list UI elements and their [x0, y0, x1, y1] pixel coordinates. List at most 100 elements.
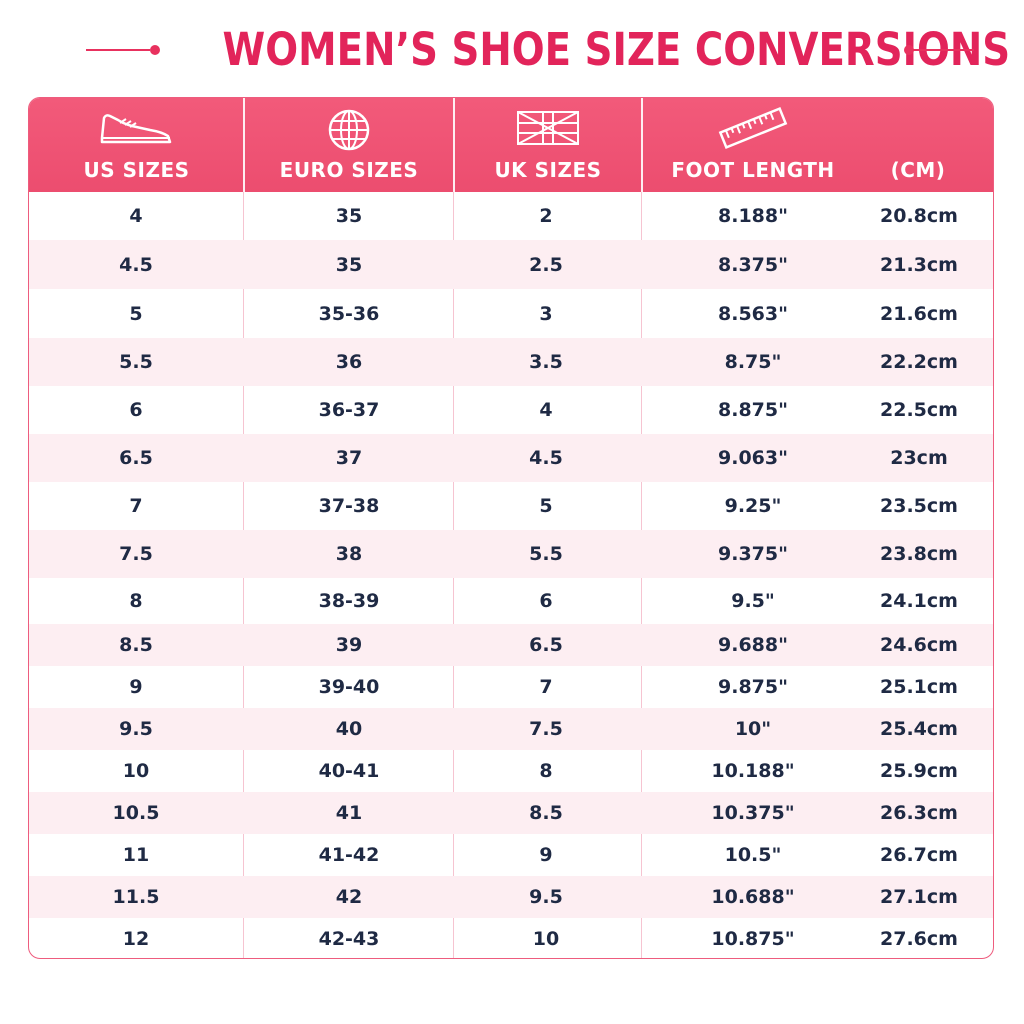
euro-size-cell: 40 — [335, 718, 363, 740]
table-row: 8 38-39 6 9.5" 24.1cm — [29, 578, 993, 624]
foot-length-in-cell: 10.875" — [711, 928, 795, 950]
table-row: 7 37-38 5 9.25" 23.5cm — [29, 482, 993, 530]
uk-size-cell: 5 — [539, 495, 553, 517]
foot-length-cm-cell: 26.3cm — [880, 802, 958, 824]
euro-size-cell: 38-39 — [318, 590, 380, 612]
table-row: 5 35-36 3 8.563" 21.6cm — [29, 289, 993, 338]
uk-size-cell: 5.5 — [529, 543, 563, 565]
table-row: 9 39-40 7 9.875" 25.1cm — [29, 666, 993, 708]
header-uk-sizes: UK SIZES — [455, 98, 641, 192]
uk-size-cell: 6 — [539, 590, 553, 612]
header-label-foot-length: FOOT LENGTH — [671, 158, 835, 182]
euro-size-cell: 35 — [335, 205, 363, 227]
title-rule-left — [86, 49, 150, 51]
table-body: 4 35 2 8.188" 20.8cm 4.5 35 2.5 8.375" 21.3cm 5 35-… — [29, 192, 993, 958]
foot-length-cm-cell: 26.7cm — [880, 844, 958, 866]
us-size-cell: 6 — [129, 399, 143, 421]
ruler-icon — [715, 106, 791, 154]
header-euro-sizes: EURO SIZES — [245, 98, 453, 192]
header-divider — [641, 98, 643, 192]
table-row: 11 41-42 9 10.5" 26.7cm — [29, 834, 993, 876]
us-size-cell: 8 — [129, 590, 143, 612]
table-row: 9.5 40 7.5 10" 25.4cm — [29, 708, 993, 750]
euro-size-cell: 39 — [335, 634, 363, 656]
foot-length-cm-cell: 27.1cm — [880, 886, 958, 908]
us-size-cell: 10.5 — [112, 802, 160, 824]
table-row: 6.5 37 4.5 9.063" 23cm — [29, 434, 993, 482]
us-size-cell: 12 — [122, 928, 150, 950]
us-size-cell: 11 — [122, 844, 150, 866]
foot-length-cm-cell: 25.9cm — [880, 760, 958, 782]
header-us-sizes: US SIZES — [29, 98, 244, 192]
title-dot-right — [904, 45, 914, 55]
foot-length-cm-cell: 27.6cm — [880, 928, 958, 950]
foot-length-in-cell: 8.875" — [718, 399, 788, 421]
uk-size-cell: 9 — [539, 844, 553, 866]
foot-length-in-cell: 9.5" — [731, 590, 775, 612]
euro-size-cell: 37-38 — [318, 495, 380, 517]
foot-length-cm-cell: 23.8cm — [880, 543, 958, 565]
foot-length-in-cell: 8.375" — [718, 253, 788, 276]
foot-length-cm-cell: 25.1cm — [880, 676, 958, 698]
uk-size-cell: 8 — [539, 760, 553, 782]
us-size-cell: 4.5 — [119, 253, 153, 276]
us-size-cell: 8.5 — [119, 634, 153, 656]
foot-length-in-cell: 10.375" — [711, 802, 795, 824]
header-label-cm: (CM) — [890, 158, 946, 182]
size-conversion-table: US SIZES EURO SIZES — [28, 97, 994, 959]
foot-length-cm-cell: 24.6cm — [880, 634, 958, 656]
table-row: 4 35 2 8.188" 20.8cm — [29, 192, 993, 240]
foot-length-in-cell: 10.5" — [724, 844, 782, 866]
us-size-cell: 7 — [129, 495, 143, 517]
foot-length-in-cell: 9.25" — [724, 495, 782, 517]
uk-size-cell: 4 — [539, 399, 553, 421]
table-row: 4.5 35 2.5 8.375" 21.3cm — [29, 240, 993, 289]
us-size-cell: 6.5 — [119, 447, 153, 469]
globe-icon — [325, 108, 373, 156]
foot-length-in-cell: 8.75" — [724, 351, 782, 373]
table-row: 10.5 41 8.5 10.375" 26.3cm — [29, 792, 993, 834]
uk-flag-icon — [516, 108, 580, 152]
us-size-cell: 11.5 — [112, 886, 160, 908]
us-size-cell: 9.5 — [119, 718, 153, 740]
table-row: 12 42-43 10 10.875" 27.6cm — [29, 918, 993, 958]
foot-length-cm-cell: 25.4cm — [880, 718, 958, 740]
euro-size-cell: 39-40 — [318, 676, 380, 698]
uk-size-cell: 3.5 — [529, 351, 563, 373]
foot-length-cm-cell: 21.6cm — [880, 302, 958, 325]
table-row: 6 36-37 4 8.875" 22.5cm — [29, 386, 993, 434]
euro-size-cell: 41-42 — [318, 844, 380, 866]
title-rule-right — [912, 49, 974, 51]
title-dot-left — [150, 45, 160, 55]
title-banner: WOMEN’S SHOE SIZE CONVERSIONS — [0, 18, 1024, 82]
uk-size-cell: 10 — [532, 928, 560, 950]
euro-size-cell: 35 — [335, 253, 363, 276]
foot-length-cm-cell: 22.2cm — [880, 351, 958, 373]
uk-size-cell: 7 — [539, 676, 553, 698]
header-cm: (CM) — [863, 98, 973, 192]
foot-length-cm-cell: 24.1cm — [880, 590, 958, 612]
us-size-cell: 10 — [122, 760, 150, 782]
uk-size-cell: 3 — [539, 302, 553, 325]
uk-size-cell: 4.5 — [529, 447, 563, 469]
foot-length-in-cell: 9.375" — [718, 543, 788, 565]
shoe-icon — [98, 108, 176, 152]
euro-size-cell: 40-41 — [318, 760, 380, 782]
us-size-cell: 5.5 — [119, 351, 153, 373]
euro-size-cell: 36 — [335, 351, 363, 373]
foot-length-cm-cell: 23cm — [890, 447, 948, 469]
page-title: WOMEN’S SHOE SIZE CONVERSIONS — [222, 23, 1011, 76]
header-foot-length: FOOT LENGTH — [643, 98, 863, 192]
table-row: 7.5 38 5.5 9.375" 23.8cm — [29, 530, 993, 578]
header-label-us: US SIZES — [83, 158, 190, 182]
foot-length-cm-cell: 23.5cm — [880, 495, 958, 517]
uk-size-cell: 8.5 — [529, 802, 563, 824]
foot-length-in-cell: 9.688" — [718, 634, 788, 656]
foot-length-in-cell: 10" — [734, 718, 772, 740]
header-divider — [243, 98, 245, 192]
foot-length-in-cell: 8.188" — [718, 205, 788, 227]
foot-length-cm-cell: 22.5cm — [880, 399, 958, 421]
euro-size-cell: 41 — [335, 802, 363, 824]
uk-size-cell: 2 — [539, 205, 553, 227]
us-size-cell: 9 — [129, 676, 143, 698]
